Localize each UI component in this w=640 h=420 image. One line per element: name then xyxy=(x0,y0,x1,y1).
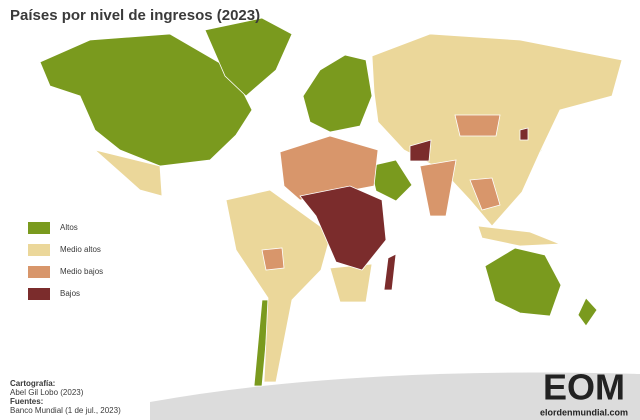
afghanistan xyxy=(409,139,432,162)
legend-swatch xyxy=(28,222,50,234)
legend: Altos Medio altos Medio bajos Bajos xyxy=(28,222,103,300)
credit-text: Abel Gil Lobo (2023) xyxy=(10,388,84,397)
legend-label: Medio bajos xyxy=(60,267,103,276)
north-africa xyxy=(279,135,379,201)
legend-label: Medio altos xyxy=(60,245,101,254)
australia xyxy=(484,247,562,317)
indonesia xyxy=(477,225,561,247)
map-title: Países por nivel de ingresos (2023) xyxy=(10,7,260,24)
countries xyxy=(39,17,623,387)
bolivia xyxy=(261,247,285,271)
madagascar xyxy=(383,253,397,291)
credit-heading: Fuentes: xyxy=(10,397,43,406)
southern-africa xyxy=(329,263,373,303)
chile xyxy=(253,299,271,387)
north-america xyxy=(39,33,253,167)
legend-swatch xyxy=(28,244,50,256)
india xyxy=(419,159,457,217)
north-korea xyxy=(519,127,529,141)
antarctica xyxy=(150,372,640,420)
new-zealand xyxy=(577,297,598,327)
south-america xyxy=(225,189,332,383)
southeast-asia xyxy=(469,177,501,211)
greenland xyxy=(204,17,293,97)
logo-site: elordenmundial.com xyxy=(540,407,628,417)
mexico xyxy=(94,149,163,197)
central-africa xyxy=(299,185,387,271)
legend-label: Altos xyxy=(60,223,78,232)
credit-text: Banco Mundial (1 de jul., 2023) xyxy=(10,406,121,415)
credit-heading: Cartografía: xyxy=(10,379,55,388)
logo-mark: EOM xyxy=(543,367,625,408)
legend-swatch xyxy=(28,288,50,300)
europe xyxy=(302,54,373,133)
mongolia xyxy=(454,114,501,137)
gulf-states xyxy=(369,159,413,202)
legend-label: Bajos xyxy=(60,289,80,298)
legend-swatch xyxy=(28,266,50,278)
